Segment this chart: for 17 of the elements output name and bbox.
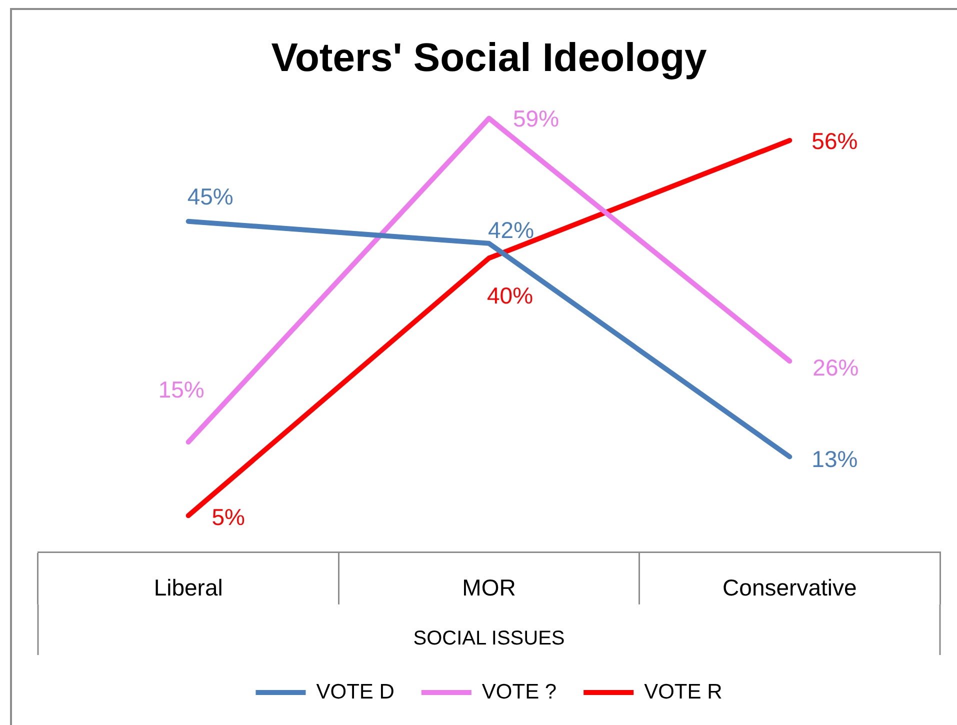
data-label: 42%: [488, 216, 534, 243]
legend-label: VOTE ?: [482, 680, 557, 704]
x-axis-title: SOCIAL ISSUES: [413, 628, 565, 650]
legend-label: VOTE D: [316, 680, 394, 704]
chart-title: Voters' Social Ideology: [271, 36, 708, 80]
data-label: 45%: [187, 184, 234, 210]
legend-label: VOTE R: [644, 680, 722, 704]
x-tick-label: Liberal: [154, 574, 223, 601]
data-label: 59%: [512, 106, 560, 132]
data-label: 40%: [486, 282, 534, 308]
data-label: 15%: [158, 376, 204, 402]
data-label: 5%: [212, 504, 245, 530]
x-tick-label: MOR: [462, 574, 516, 601]
data-label: 56%: [812, 128, 858, 154]
data-label: 26%: [812, 354, 859, 380]
data-label: 13%: [812, 446, 858, 472]
x-tick-label: Conservative: [722, 574, 857, 601]
